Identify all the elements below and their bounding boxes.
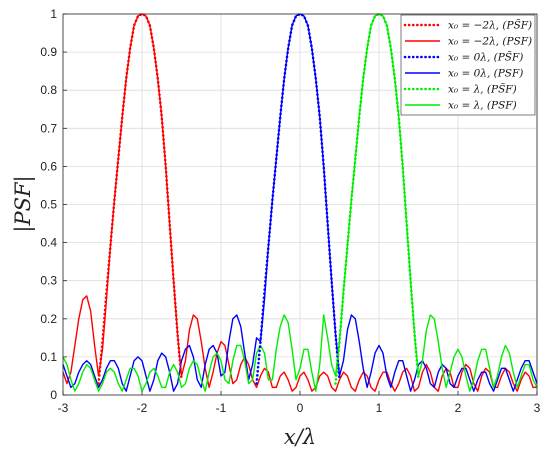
y-tick-label: 0.8 [40,83,57,97]
legend-label: x₀ = 0λ, (PSF) [448,68,523,80]
axis-ticks: -3 -2 -1 0 1 2 3 0 0.1 0.2 0.3 0.4 0.5 0.6 0.7 0.8 0.9 1 [40,7,540,415]
series-line-3 [255,12,341,385]
y-tick-label: 0.1 [40,350,57,364]
legend-label: x₀ = λ, (PSF) [448,100,517,112]
x-tick-label: 3 [534,401,541,415]
y-tick-label: 0.9 [40,45,57,59]
x-tick-label: -2 [137,401,148,415]
x-tick-label: 0 [297,401,304,415]
legend-label: x₀ = −2λ, (PSF) [448,36,532,48]
series-line-5 [334,12,420,385]
legend-label: x₀ = λ, (PS̃F) [448,83,517,96]
y-axis-label: |PSF| [11,175,36,232]
x-axis-label: x/λ [284,425,316,449]
x-tick-label: 1 [376,401,383,415]
x-tick-label: 2 [455,401,462,415]
legend-box [400,14,536,116]
y-tick-label: 0.2 [40,312,57,326]
y-tick-label: 0.7 [40,121,57,135]
series-line-1 [97,12,183,385]
legend: x₀ = −2λ, (PS̃F) x₀ = −2λ, (PSF) x₀ = 0λ, … [400,14,536,116]
legend-label: x₀ = −2λ, (PS̃F) [448,19,532,32]
x-tick-label: -3 [58,401,69,415]
x-tick-label: -1 [216,401,227,415]
y-tick-label: 1 [50,7,57,21]
y-tick-label: 0.4 [40,236,57,250]
y-tick-label: 0.3 [40,274,57,288]
y-tick-label: 0.5 [40,198,57,212]
y-tick-label: 0 [50,388,57,402]
legend-label: x₀ = 0λ, (PS̃F) [448,51,523,64]
y-tick-label: 0.6 [40,159,57,173]
